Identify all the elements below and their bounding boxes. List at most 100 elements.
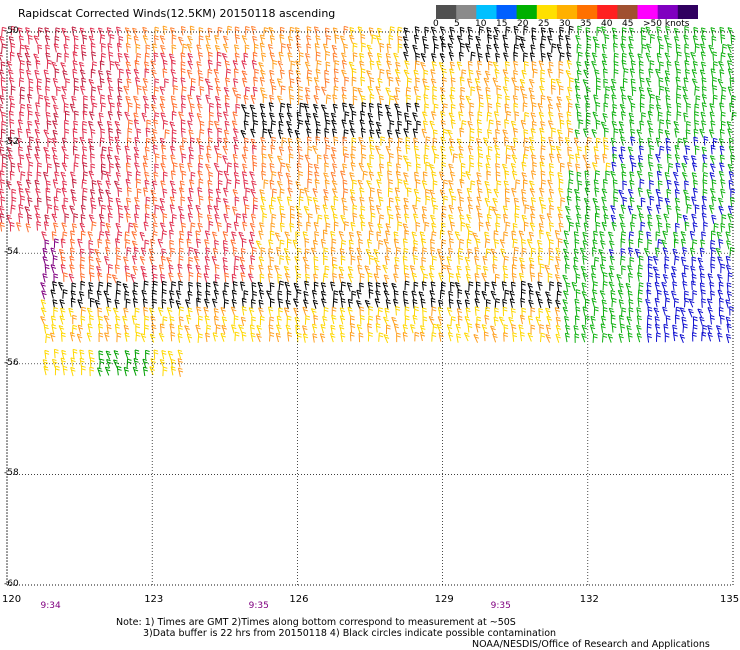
wind-barb	[53, 112, 59, 122]
wind-barb	[505, 221, 511, 232]
wind-barb	[415, 179, 421, 189]
wind-barb	[448, 299, 454, 309]
wind-barb	[647, 221, 653, 231]
wind-barb	[430, 78, 437, 88]
wind-barb	[630, 128, 636, 139]
wind-barb	[389, 120, 395, 130]
wind-barb	[173, 85, 178, 95]
wind-barb	[565, 324, 571, 335]
wind-barb	[195, 324, 201, 334]
wind-barb	[674, 144, 680, 155]
wind-barb	[40, 307, 47, 317]
wind-barb	[503, 52, 509, 62]
wind-barb	[259, 42, 265, 53]
longitude-tick-label: 123	[144, 594, 164, 605]
wind-barb	[574, 129, 580, 139]
wind-barb	[280, 102, 286, 113]
wind-barb	[323, 255, 328, 265]
wind-barb	[564, 264, 570, 274]
wind-barb	[260, 69, 266, 79]
wind-barb	[277, 273, 282, 284]
wind-barb	[628, 231, 635, 241]
wind-barb	[224, 60, 230, 70]
wind-barb	[34, 69, 40, 80]
wind-barb	[379, 154, 384, 164]
wind-barb	[366, 70, 372, 80]
wind-barb	[698, 265, 705, 275]
wind-barb	[73, 77, 79, 88]
wind-barb	[602, 333, 608, 343]
wind-barb	[123, 85, 130, 95]
wind-barb	[589, 324, 596, 334]
wind-barb	[249, 104, 256, 114]
wind-barb	[468, 35, 474, 45]
wind-barb	[34, 205, 40, 215]
wind-barb	[205, 94, 211, 104]
wind-barb	[20, 195, 26, 206]
wind-barb	[658, 128, 664, 139]
wind-barb	[116, 332, 122, 343]
wind-barb	[664, 256, 670, 266]
wind-barb	[280, 213, 286, 223]
colorbar-label: 45	[622, 19, 634, 29]
wind-barb	[344, 76, 350, 87]
wind-barb	[306, 136, 312, 146]
wind-barb	[178, 111, 184, 121]
wind-barb	[334, 60, 340, 70]
wind-barb	[385, 223, 391, 233]
wind-barb	[573, 231, 579, 241]
wind-barb	[44, 349, 50, 360]
wind-barb	[540, 145, 546, 155]
wind-barb	[439, 189, 446, 199]
wind-barb	[509, 290, 515, 300]
wind-barb	[684, 60, 690, 70]
wind-barb	[224, 120, 230, 131]
wind-barb	[684, 221, 690, 232]
wind-barb	[524, 112, 530, 122]
wind-barb	[126, 155, 132, 165]
wind-barb	[548, 197, 554, 207]
wind-barb	[496, 102, 501, 112]
wind-barb	[434, 153, 440, 164]
wind-barb	[657, 289, 662, 300]
wind-barb	[286, 103, 292, 113]
wind-barb	[330, 246, 336, 257]
wind-barb	[25, 27, 31, 37]
wind-barb	[448, 163, 454, 173]
wind-barb	[411, 290, 417, 301]
wind-barb	[402, 255, 408, 266]
wind-barb	[618, 128, 625, 138]
wind-barb	[65, 78, 70, 88]
wind-barb	[295, 60, 301, 70]
wind-barb	[251, 282, 257, 292]
wind-barb	[61, 86, 68, 95]
wind-barb	[152, 43, 158, 53]
wind-barb	[424, 103, 429, 113]
wind-barb	[554, 307, 560, 317]
wind-barb	[447, 332, 454, 342]
wind-barb	[35, 213, 41, 223]
wind-barb	[152, 280, 158, 291]
wind-barb	[694, 204, 700, 214]
wind-barb	[313, 256, 319, 266]
wind-barb	[240, 104, 247, 114]
longitude-tick-label: 135	[720, 594, 740, 605]
wind-barb	[532, 68, 538, 79]
wind-barb	[123, 366, 130, 377]
wind-barb	[180, 119, 186, 129]
wind-barb	[134, 349, 140, 359]
wind-barb	[484, 314, 490, 325]
wind-barb	[205, 290, 211, 301]
wind-barb	[581, 282, 587, 292]
wind-barb	[270, 120, 277, 130]
wind-barb	[289, 94, 295, 105]
wind-barb	[206, 153, 212, 163]
wind-barb	[313, 265, 319, 275]
wind-barb	[287, 179, 293, 190]
wind-barb	[27, 120, 33, 131]
wind-barb	[695, 95, 701, 105]
wind-barb	[35, 59, 41, 70]
wind-barb	[482, 137, 489, 147]
wind-barb	[99, 60, 105, 71]
wind-barb	[10, 204, 16, 215]
